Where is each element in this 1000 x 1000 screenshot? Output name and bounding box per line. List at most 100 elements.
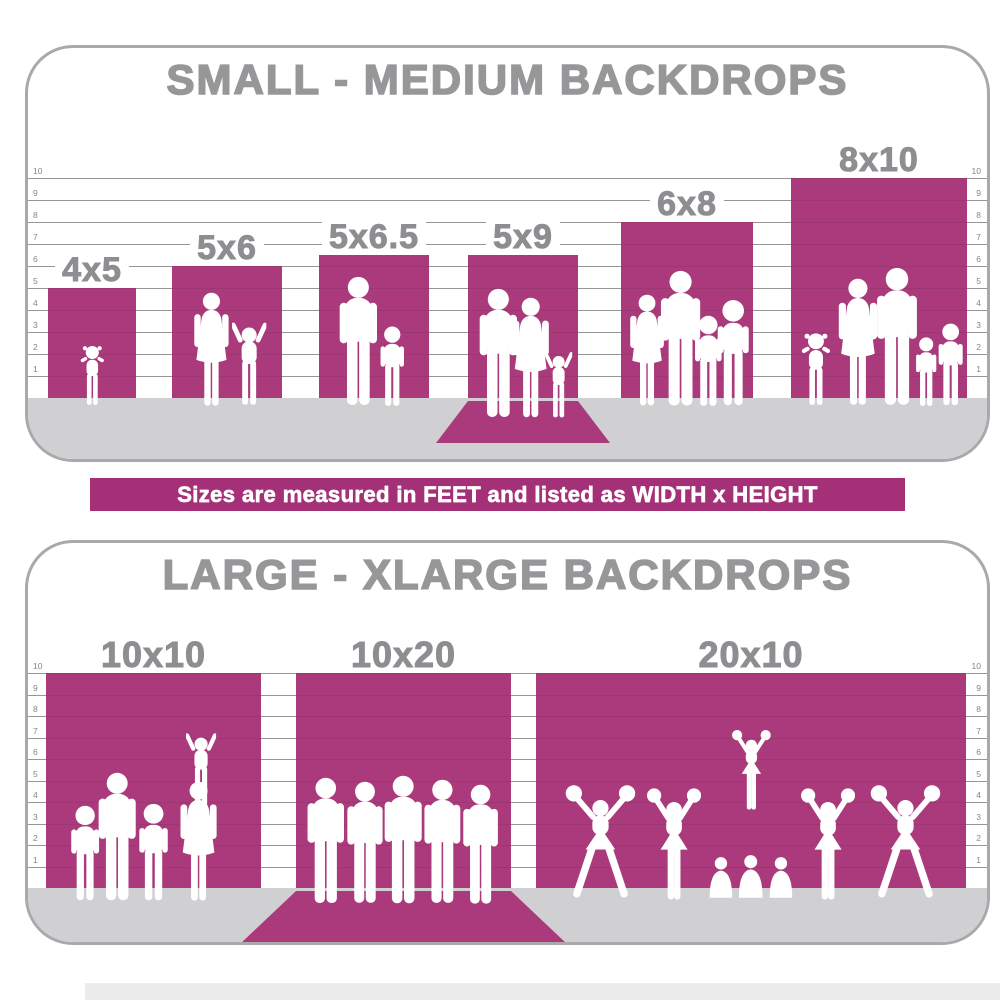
ruler-number-left: 7	[33, 725, 38, 736]
cheerleader-lunge-silhouette	[870, 783, 941, 901]
ruler-line-overlay-6	[28, 759, 987, 760]
ruler-number-left: 1	[33, 854, 38, 865]
size-label-4x5: 4x5	[28, 242, 192, 288]
size-label-text: 10x10	[93, 635, 214, 673]
ruler-number-right: 2	[976, 342, 981, 352]
ruler-number-right: 10	[971, 661, 981, 671]
bottom-edge-strip	[85, 983, 1000, 1000]
man-silhouette	[93, 772, 141, 901]
ruler-number-right: 3	[976, 320, 981, 330]
ruler-line-overlay-3	[28, 823, 987, 825]
man-silhouette	[334, 276, 383, 406]
ruler-number-left: 10	[33, 661, 43, 671]
size-label-text: 5x6.5	[321, 220, 427, 255]
toddler-girl-silhouette	[80, 344, 105, 406]
ruler-number-left: 8	[33, 210, 38, 220]
toddler-girl-silhouette	[801, 331, 831, 406]
size-label-text: 5x6	[190, 231, 264, 266]
ruler-number-right: 9	[976, 188, 981, 198]
ruler-number-right: 7	[976, 232, 981, 242]
ruler-line-overlay-8	[28, 716, 987, 717]
cheerleader-silhouette	[801, 787, 855, 901]
ruler-number-right: 7	[976, 725, 981, 736]
ruler-number-left: 4	[33, 298, 38, 308]
size-label-text: 8x10	[832, 143, 926, 178]
ruler-number-left: 7	[33, 232, 38, 242]
size-label-text: 5x9	[486, 220, 560, 255]
ruler-number-left: 9	[33, 682, 38, 693]
ruler-number-left: 3	[33, 811, 38, 822]
ruler-number-left: 4	[33, 790, 38, 800]
woman-silhouette	[176, 781, 221, 901]
large-xlarge-backdrops-panel: LARGE - XLARGE BACKDROPS 1 1 2 2 3 3 4 4 5 5 6 6 7 7 8…	[25, 540, 990, 945]
ruler-number-left: 3	[33, 320, 38, 330]
size-label-6x8: 6x8	[587, 176, 787, 222]
ruler-number-right: 4	[976, 790, 981, 800]
child-silhouette	[935, 322, 966, 406]
ruler-line-overlay-4	[28, 310, 987, 311]
small-medium-size-chart: 1 1 2 2 3 3 4 4 5 5 6 6 7 7 8 8 9 9 10 10 4x5 5x6 5x6.5 5x9 6x8 8…	[28, 48, 987, 459]
cheerleader-silhouette	[647, 787, 701, 901]
ruler-line-overlay-9	[28, 694, 987, 696]
kneeling-base-silhouette	[764, 856, 798, 901]
ruler-line-overlay-5	[28, 780, 987, 782]
units-banner-text: Sizes are measured in FEET and listed as…	[177, 481, 818, 507]
ruler-number-left: 8	[33, 704, 38, 714]
ruler-line-9	[28, 200, 987, 201]
ruler-line-overlay-6	[28, 266, 987, 267]
ruler-number-right: 6	[976, 254, 981, 264]
ruler-number-left: 5	[33, 768, 38, 779]
cheerleader-silhouette	[732, 729, 771, 811]
ruler-line-overlay-5	[28, 288, 987, 289]
ruler-number-left: 1	[33, 364, 38, 374]
size-label-text: 10x20	[343, 635, 464, 673]
ruler-line-overlay-7	[28, 737, 987, 739]
ruler-number-right: 6	[976, 747, 981, 757]
size-label-10x20: 10x20	[304, 627, 504, 673]
units-banner: Sizes are measured in FEET and listed as…	[90, 478, 905, 511]
ruler-number-left: 9	[33, 188, 38, 198]
size-label-text: 4x5	[55, 253, 129, 288]
ruler-number-right: 5	[976, 276, 981, 286]
backdrop-bar-4x5	[48, 288, 136, 398]
size-label-5x6.5: 5x6.5	[274, 209, 474, 255]
ruler-number-right: 2	[976, 833, 981, 843]
cheerleader-lunge-silhouette	[565, 783, 636, 901]
size-label-8x10: 8x10	[779, 132, 979, 178]
size-label-5x9: 5x9	[423, 209, 623, 255]
ruler-line-overlay-4	[28, 802, 987, 803]
small-medium-panel-title: SMALL - MEDIUM BACKDROPS	[166, 55, 849, 104]
child-silhouette	[377, 325, 408, 406]
ruler-line-overlay-9	[28, 200, 987, 201]
ruler-line-overlay-1	[28, 866, 987, 868]
small-medium-backdrops-panel: SMALL - MEDIUM BACKDROPS 1 1 2 2 3 3 4 4 5 5 6 6 7 7 8…	[25, 45, 990, 462]
ruler-number-right: 1	[976, 364, 981, 374]
child-arms-up-silhouette	[232, 320, 266, 406]
ruler-number-right: 4	[976, 298, 981, 308]
ruler-number-right: 9	[976, 682, 981, 693]
ruler-number-right: 8	[976, 704, 981, 714]
large-xlarge-panel-title: LARGE - XLARGE BACKDROPS	[162, 550, 853, 599]
ruler-number-right: 10	[971, 166, 981, 176]
child-arms-up-silhouette	[545, 350, 572, 418]
ruler-line-overlay-2	[28, 845, 987, 846]
ruler-line-10	[28, 178, 987, 179]
ruler-number-left: 6	[33, 254, 38, 264]
ruler-number-right: 8	[976, 210, 981, 220]
man-silhouette	[458, 784, 503, 904]
size-label-text: 6x8	[650, 187, 724, 222]
ruler-line-overlay-10	[28, 178, 987, 179]
woman-silhouette	[190, 292, 233, 406]
ruler-number-right: 3	[976, 811, 981, 822]
child-silhouette	[135, 802, 172, 901]
ruler-number-right: 1	[976, 854, 981, 865]
ruler-number-right: 5	[976, 768, 981, 779]
backdrop-floor-sweep-10x20	[240, 888, 567, 942]
ruler-number-left: 5	[33, 276, 38, 286]
size-label-text: 20x10	[691, 635, 811, 673]
large-xlarge-size-chart: 1 1 2 2 3 3 4 4 5 5 6 6 7 7 8 8 9 9 10 10 10x10 10x20 20x10	[28, 543, 987, 942]
ruler-number-left: 6	[33, 747, 38, 757]
ruler-line-overlay-10	[28, 673, 987, 674]
ruler-number-left: 2	[33, 833, 38, 843]
